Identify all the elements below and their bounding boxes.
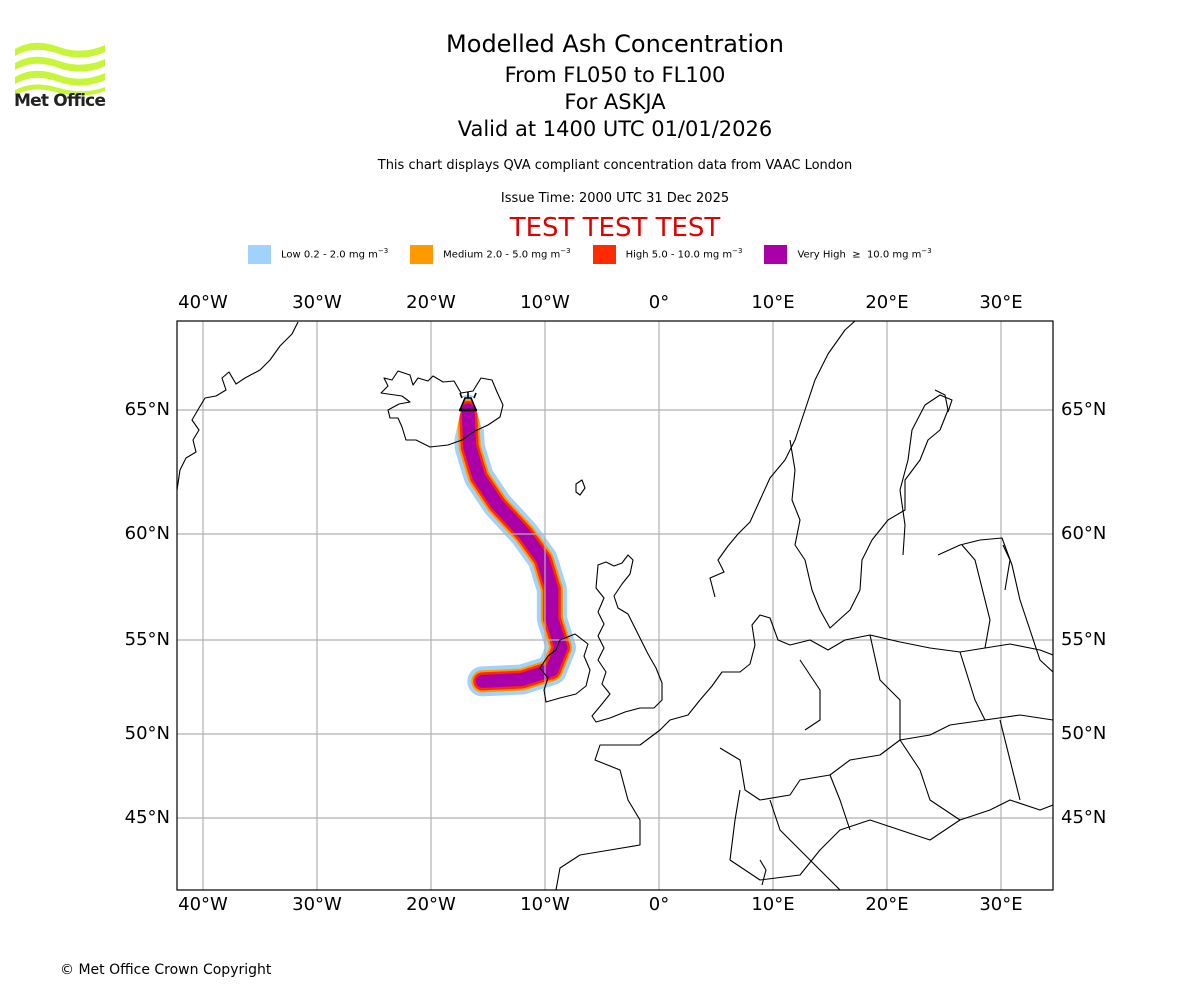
coast-france	[555, 699, 701, 890]
legend-swatch-medium	[410, 244, 434, 264]
logo-wave-4	[15, 84, 105, 96]
lon-tick-top: 10°W	[520, 292, 570, 313]
volcano-subtitle: For ASKJA	[564, 90, 666, 114]
lon-tick-bottom: 40°W	[178, 894, 228, 915]
coast-europe	[699, 614, 1053, 701]
legend-swatch-high	[592, 244, 616, 264]
coast-scandinavia	[709, 321, 856, 598]
lat-tick-right: 60°N	[1061, 523, 1107, 544]
lon-tick-top: 40°W	[178, 292, 228, 313]
legend-label-high: High 5.0 - 10.0 mg m−3	[625, 247, 743, 261]
coast-greenland	[177, 321, 299, 491]
coast-sweden	[789, 389, 949, 629]
legend-item-high: High 5.0 - 10.0 mg m−3	[592, 244, 743, 264]
lon-tick-top: 20°E	[865, 292, 909, 313]
lat-tick-left: 55°N	[124, 629, 170, 650]
chart-title: Modelled Ash Concentration	[446, 30, 784, 58]
coast-finland	[899, 394, 1053, 673]
logo-wave-2	[15, 56, 105, 72]
flight-level-subtitle: From FL050 to FL100	[504, 63, 726, 87]
lat-tick-left: 60°N	[124, 523, 170, 544]
legend-item-very-high: Very High ≥ 10.0 mg m−3	[764, 244, 932, 264]
lon-tick-top: 0°	[648, 292, 670, 313]
legend-label-medium: Medium 2.0 - 5.0 mg m−3	[443, 247, 571, 261]
lon-tick-bottom: 30°W	[292, 894, 342, 915]
copyright: © Met Office Crown Copyright	[60, 962, 272, 978]
coast-italy	[759, 799, 841, 890]
coast-faroe	[575, 479, 586, 496]
coast-iceland	[380, 370, 504, 448]
lon-tick-bottom: 30°E	[979, 894, 1023, 915]
lat-tick-left: 65°N	[124, 399, 170, 420]
test-banner: TEST TEST TEST	[509, 213, 721, 243]
legend-label-low: Low 0.2 - 2.0 mg m−3	[281, 247, 389, 261]
border-europe-1	[719, 714, 1053, 801]
lat-tick-right: 45°N	[1061, 807, 1107, 828]
lon-tick-top: 30°W	[292, 292, 342, 313]
legend-label-very-high: Very High ≥ 10.0 mg m−3	[797, 247, 932, 261]
coast-great-britain	[591, 554, 663, 723]
logo-text: Met Office	[14, 91, 106, 111]
legend-item-low: Low 0.2 - 2.0 mg m−3	[248, 244, 389, 264]
lat-tick-left: 50°N	[124, 723, 170, 744]
graticule	[177, 321, 1053, 890]
lon-tick-bottom: 20°E	[865, 894, 909, 915]
coastlines	[177, 321, 1053, 890]
valid-time-subtitle: Valid at 1400 UTC 01/01/2026	[457, 117, 773, 141]
lon-tick-bottom: 10°W	[520, 894, 570, 915]
issue-time: Issue Time: 2000 UTC 31 Dec 2025	[500, 191, 730, 206]
logo-wave-3	[15, 70, 105, 86]
lon-tick-bottom: 0°	[648, 894, 670, 915]
chart-description: This chart displays QVA compliant concen…	[377, 158, 853, 173]
legend-item-medium: Medium 2.0 - 5.0 mg m−3	[410, 244, 571, 264]
coast-ireland	[539, 633, 591, 703]
border-europe-2	[729, 789, 1053, 881]
lon-tick-bottom: 20°W	[406, 894, 456, 915]
lon-tick-top: 30°E	[979, 292, 1023, 313]
ash-plume	[448, 395, 576, 697]
logo-wave-1	[15, 42, 105, 58]
map-frame	[176, 320, 1054, 891]
lat-tick-left: 45°N	[124, 807, 170, 828]
border-europe-3	[799, 634, 1021, 831]
legend-swatch-low	[248, 244, 271, 264]
lon-tick-top: 20°W	[406, 292, 456, 313]
lon-tick-top: 10°E	[751, 292, 795, 313]
lat-tick-right: 65°N	[1061, 399, 1107, 420]
plume-band-very-high	[461, 403, 568, 688]
lon-tick-bottom: 10°E	[751, 894, 795, 915]
lat-tick-right: 55°N	[1061, 629, 1107, 650]
met-office-logo	[15, 42, 105, 96]
legend: Low 0.2 - 2.0 mg m−3 Medium 2.0 - 5.0 mg…	[248, 244, 954, 264]
lat-tick-right: 50°N	[1061, 723, 1107, 744]
legend-swatch-very-high	[764, 244, 788, 264]
volcano-icon	[458, 392, 478, 412]
coast-baltic	[961, 544, 1011, 649]
